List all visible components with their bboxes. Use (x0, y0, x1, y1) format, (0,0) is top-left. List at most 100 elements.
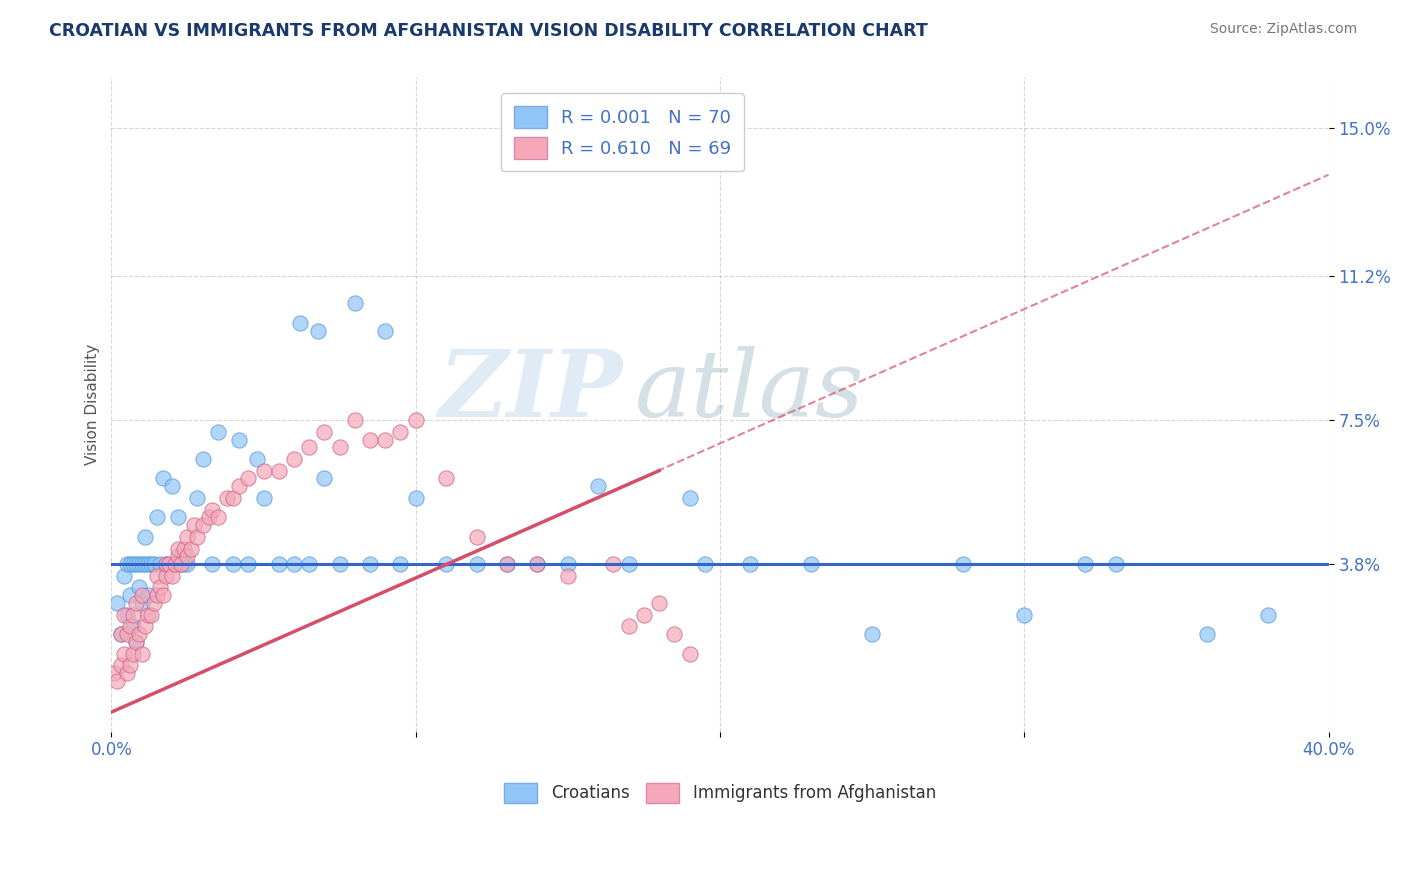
Point (374, 433, 396, 447)
Point (434, 471, 457, 485)
Point (165, 557, 187, 571)
Point (162, 479, 184, 493)
Point (170, 557, 193, 571)
Point (121, 557, 143, 571)
Point (115, 607, 138, 622)
Point (238, 471, 260, 485)
Point (136, 607, 159, 622)
Point (246, 452, 269, 467)
Point (1195, 627, 1218, 641)
Point (131, 588, 153, 602)
Point (678, 491, 700, 505)
Point (633, 607, 655, 622)
Point (134, 530, 156, 544)
Point (149, 557, 172, 571)
Point (125, 596, 148, 610)
Point (115, 666, 138, 681)
Point (267, 557, 290, 571)
Point (176, 549, 198, 564)
Point (343, 413, 366, 427)
Point (222, 491, 245, 505)
Point (359, 433, 381, 447)
Point (374, 324, 396, 338)
Point (110, 627, 132, 641)
Point (146, 588, 169, 602)
Point (173, 557, 195, 571)
Point (155, 557, 177, 571)
Point (186, 491, 208, 505)
Point (267, 464, 290, 478)
Point (191, 518, 214, 533)
Point (152, 471, 174, 485)
Point (131, 647, 153, 661)
Point (602, 557, 624, 571)
Point (298, 557, 321, 571)
Point (526, 557, 548, 571)
Point (1012, 607, 1035, 622)
Point (176, 530, 198, 544)
Point (146, 510, 169, 524)
Point (228, 479, 250, 493)
Point (207, 425, 229, 439)
Point (149, 581, 172, 595)
Point (496, 557, 519, 571)
Point (389, 557, 412, 571)
Point (288, 316, 311, 330)
Point (121, 647, 143, 661)
Point (197, 510, 219, 524)
Point (152, 588, 174, 602)
Point (389, 425, 412, 439)
Point (118, 619, 141, 633)
Point (125, 635, 148, 649)
Point (526, 557, 548, 571)
Point (465, 530, 488, 544)
Point (648, 596, 671, 610)
Point (167, 510, 190, 524)
Text: Source: ZipAtlas.com: Source: ZipAtlas.com (1209, 22, 1357, 37)
Point (800, 557, 823, 571)
Point (434, 557, 457, 571)
Point (465, 557, 488, 571)
Point (128, 581, 150, 595)
Point (664, 627, 686, 641)
Point (103, 666, 125, 681)
Point (131, 557, 153, 571)
Point (693, 557, 716, 571)
Point (678, 647, 700, 661)
Point (252, 464, 274, 478)
Point (112, 607, 135, 622)
Point (215, 491, 238, 505)
Point (307, 324, 329, 338)
Point (173, 541, 195, 556)
Point (162, 569, 184, 583)
Text: CROATIAN VS IMMIGRANTS FROM AFGHANISTAN VISION DISABILITY CORRELATION CHART: CROATIAN VS IMMIGRANTS FROM AFGHANISTAN … (49, 22, 928, 40)
Point (143, 596, 166, 610)
Point (118, 588, 141, 602)
Point (155, 557, 177, 571)
Point (170, 557, 193, 571)
Text: atlas: atlas (634, 346, 865, 436)
Point (860, 627, 883, 641)
Point (588, 479, 610, 493)
Point (183, 518, 205, 533)
Point (121, 619, 143, 633)
Point (146, 569, 169, 583)
Point (128, 557, 150, 571)
Point (191, 452, 214, 467)
Point (118, 557, 141, 571)
Point (201, 557, 224, 571)
Point (180, 541, 202, 556)
Point (112, 647, 135, 661)
Point (329, 557, 352, 571)
Point (952, 557, 974, 571)
Point (617, 557, 640, 571)
Point (1257, 607, 1279, 622)
Point (557, 569, 579, 583)
Point (252, 491, 274, 505)
Point (115, 627, 138, 641)
Point (238, 557, 260, 571)
Point (118, 658, 141, 673)
Point (136, 557, 159, 571)
Point (107, 596, 129, 610)
Point (343, 296, 366, 310)
